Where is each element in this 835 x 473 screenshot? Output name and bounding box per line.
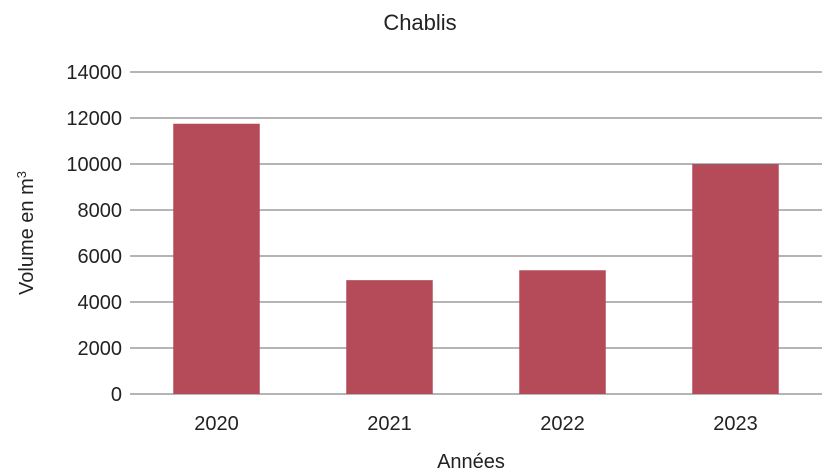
x-tick-label-2020: 2020 (194, 413, 239, 435)
bar-layer (173, 123, 779, 394)
y-tick-layer: 0 2000 4000 6000 8000 10000 12000 14000 (66, 62, 122, 406)
y-tick-label-4000: 4000 (78, 292, 123, 314)
bar-2023 (692, 164, 779, 394)
x-tick-label-2023: 2023 (713, 413, 758, 435)
x-tick-layer: 2020 2021 2022 2023 (194, 413, 758, 435)
x-tick-label-2021: 2021 (367, 413, 412, 435)
bar-2020 (173, 123, 260, 394)
x-tick-label-2022: 2022 (540, 413, 585, 435)
y-tick-label-8000: 8000 (78, 200, 123, 222)
bar-2021 (346, 280, 433, 394)
y-tick-label-12000: 12000 (66, 108, 122, 130)
y-tick-label-6000: 6000 (78, 246, 123, 268)
y-axis-label: Volume en m3 (14, 171, 39, 295)
y-tick-label-10000: 10000 (66, 154, 122, 176)
bar-2022 (519, 270, 606, 394)
x-axis-label: Années (437, 451, 505, 473)
chart-title: Chablis (383, 10, 456, 35)
y-tick-label-14000: 14000 (66, 62, 122, 84)
y-axis-label-superscript: 3 (14, 171, 29, 178)
y-axis-label-main: Volume en m (16, 178, 38, 295)
y-tick-label-0: 0 (111, 384, 122, 406)
y-tick-label-2000: 2000 (78, 338, 123, 360)
